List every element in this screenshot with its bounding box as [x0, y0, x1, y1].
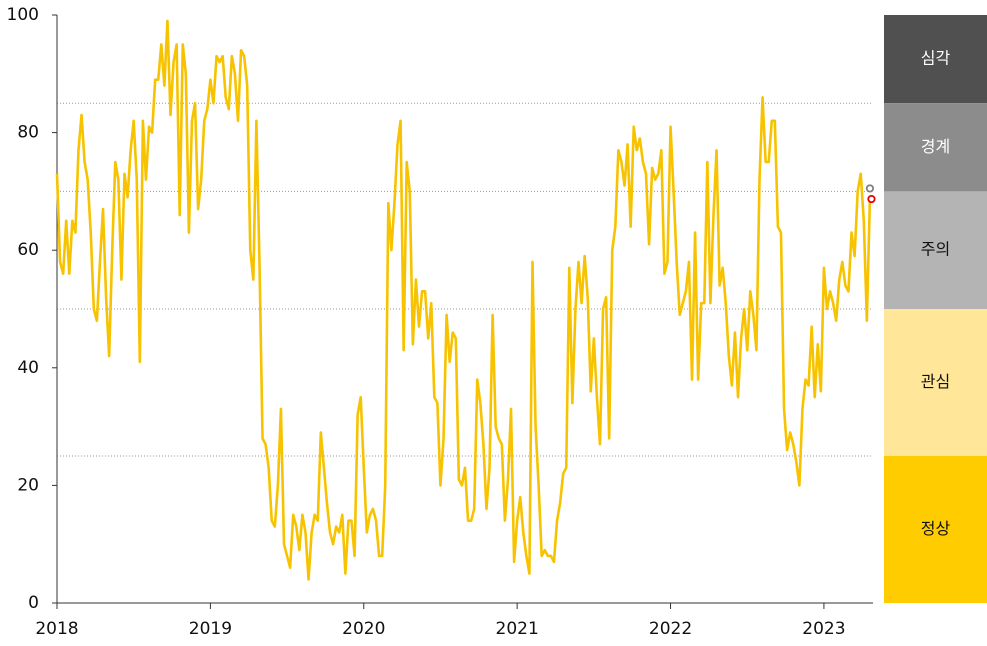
band [884, 309, 987, 456]
band [884, 103, 987, 192]
y-tick-label: 0 [28, 593, 39, 613]
y-tick-label: 20 [17, 475, 39, 495]
band [884, 15, 987, 104]
y-tick-label: 100 [7, 5, 39, 25]
x-tick-label: 2022 [649, 619, 692, 639]
band [884, 191, 987, 309]
band-label: 정상 [921, 519, 951, 538]
data-line [55, 19, 872, 581]
band-label: 경계 [921, 137, 950, 156]
y-tick-label: 40 [17, 358, 39, 378]
y-tick-label: 60 [17, 240, 39, 260]
x-tick-label: 2020 [342, 619, 385, 639]
band-label: 주의 [921, 240, 950, 259]
x-tick-label: 2018 [35, 619, 78, 639]
band-label: 관심 [921, 372, 950, 391]
x-tick-label: 2021 [496, 619, 539, 639]
end-marker [865, 184, 875, 193]
x-tick-label: 2019 [189, 619, 232, 639]
x-tick-label: 2023 [802, 619, 845, 639]
band-label: 심각 [921, 49, 951, 68]
end-marker [867, 194, 876, 204]
y-tick-label: 80 [17, 123, 39, 143]
band [884, 456, 987, 603]
